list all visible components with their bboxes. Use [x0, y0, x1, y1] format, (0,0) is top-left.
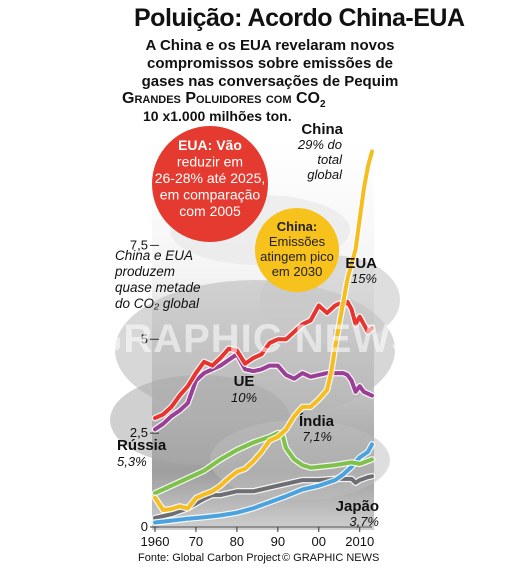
china-bubble-line: China: [277, 219, 317, 234]
usa-bubble-line: 26-28% até 2025, [155, 170, 266, 186]
subtitle: A China e os EUA revelaram novos comprom… [141, 37, 399, 90]
usa-bubble-line: reduzir em [177, 154, 243, 170]
russia-share: 5,3% [117, 454, 147, 469]
y-tick-label: 5 [141, 331, 148, 346]
usa-bubble [152, 126, 268, 242]
eu-label: UE [234, 373, 255, 390]
note-line: produzem [114, 264, 175, 279]
note-line: quase metade [115, 280, 201, 295]
y-tick-label: 2,5 [130, 425, 148, 440]
china-share: 29% do [297, 137, 342, 152]
india-label: Índia [299, 413, 335, 430]
series-line-ue [153, 352, 374, 432]
x-tick-label: 70 [189, 534, 203, 549]
chart-heading-text: Grandes Poluidores com CO [122, 90, 320, 107]
note-line: do CO₂ global [115, 296, 200, 311]
x-tick-label: 80 [230, 534, 244, 549]
china-bubble-line: atingem pico [260, 249, 334, 264]
x-tick-label: 90 [271, 534, 285, 549]
y-tick-label: 0 [141, 519, 148, 534]
russia-label: Rússia [117, 437, 167, 454]
series-layer [151, 148, 376, 526]
china-bubble [255, 208, 339, 292]
units-label: 10 x1.000 milhões ton. [143, 108, 292, 124]
usa-label: EUA [345, 255, 377, 272]
india-share: 7,1% [302, 429, 332, 444]
series-line-china [153, 149, 374, 513]
japan-share: 3,7% [349, 514, 379, 529]
japan-label: Japão [336, 498, 379, 515]
chart-heading-subscript: 2 [319, 98, 326, 110]
note-line: China e EUA [115, 248, 193, 263]
x-tick-label: 1960 [141, 534, 170, 549]
usa-bubble-line: com 2005 [179, 203, 241, 219]
usa-share: 15% [351, 271, 377, 286]
chart-heading: Grandes Poluidores com CO2 [122, 90, 326, 110]
china-share-line3: global [307, 167, 343, 182]
x-tick-label: 00 [312, 534, 326, 549]
credit-note: © GRAPHIC NEWS [282, 552, 380, 564]
source-note: Fonte: Global Carbon Project [138, 552, 281, 564]
series-line-japão [153, 474, 374, 520]
china-bubble-line: em 2030 [272, 264, 323, 279]
eu-share: 10% [231, 390, 257, 405]
x-tick-label: 2010 [345, 534, 374, 549]
usa-bubble-line: EUA: Vão [178, 137, 242, 153]
y-tick-label: 7,5 [130, 237, 148, 252]
watermark-text: GRAPHIC NEWS [91, 317, 419, 361]
page-title: Poluição: Acordo China-EUA [134, 4, 465, 32]
usa-bubble-line: em comparação [160, 187, 261, 203]
series-line-eua [153, 299, 374, 421]
china-bubble-line: Emissões [269, 234, 326, 249]
china-share-line2: total [317, 152, 343, 167]
axes: 1960 70 80 90 00 2010 0 2,5 5 7,5 [130, 237, 374, 549]
china-label: China [301, 121, 343, 138]
